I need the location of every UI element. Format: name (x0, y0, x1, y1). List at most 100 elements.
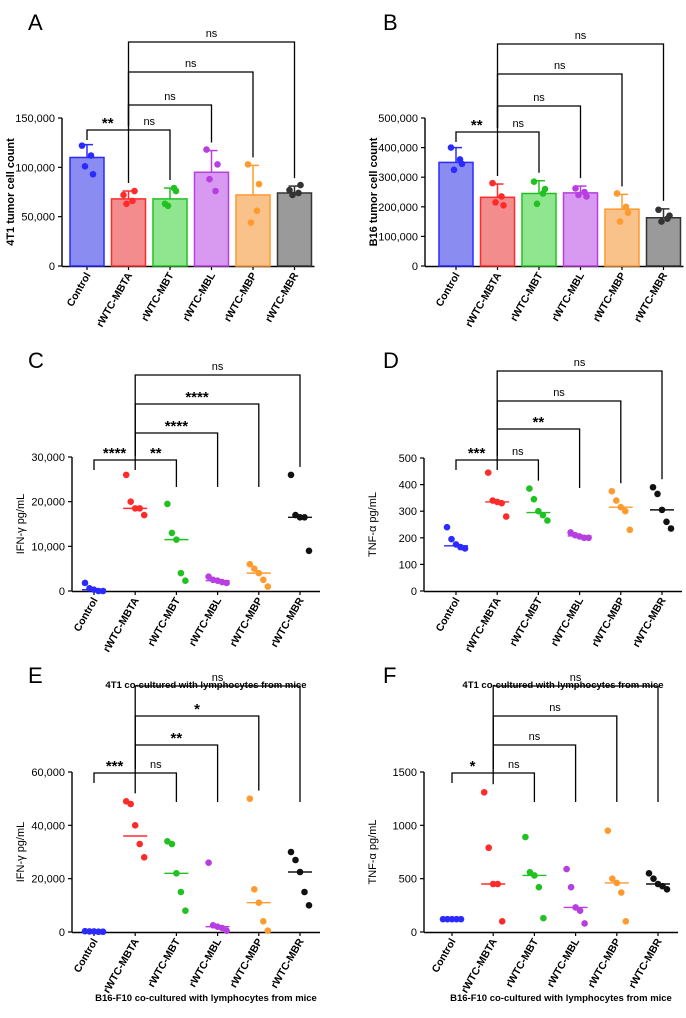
data-point (572, 185, 579, 192)
data-point (127, 498, 134, 505)
data-point (247, 219, 255, 226)
significance-bracket (451, 772, 494, 785)
x-tick-label: Control (434, 270, 463, 308)
data-point (244, 161, 252, 168)
x-tick-label: rWTC-MBL (549, 595, 587, 648)
bar (69, 156, 105, 267)
data-point (140, 511, 148, 519)
data-point (480, 788, 488, 796)
data-point (539, 511, 547, 519)
data-point (654, 490, 661, 498)
significance-bracket (127, 126, 171, 181)
data-point (246, 560, 254, 568)
data-point (305, 902, 313, 909)
data-point (626, 526, 634, 534)
significance-label: **** (103, 445, 127, 462)
x-tick-label: rWTC-MBP (228, 596, 266, 649)
significance-bracket (134, 456, 178, 487)
data-point (581, 920, 588, 927)
data-point (498, 193, 505, 200)
data-point (458, 160, 466, 168)
data-point (287, 471, 295, 479)
data-point (123, 200, 130, 208)
significance-label: ** (533, 414, 545, 431)
significance-label: ** (150, 445, 162, 462)
data-point (645, 870, 653, 877)
data-point (205, 859, 212, 866)
panel-letter: A (28, 10, 43, 35)
significance-bracket (455, 459, 498, 470)
y-tick-label: 0 (49, 261, 55, 273)
data-point (81, 579, 89, 587)
significance-label: ns (150, 759, 162, 771)
data-point (649, 483, 657, 491)
x-tick-label: rWTC-MBT (145, 595, 183, 648)
data-point (301, 888, 308, 896)
data-point (450, 166, 458, 174)
significance-bracket (496, 128, 540, 173)
data-point (448, 535, 455, 543)
significance-label: ns (143, 116, 155, 128)
data-point (663, 886, 671, 893)
bar (562, 192, 599, 267)
panel-letter: E (28, 663, 43, 688)
data-point (498, 918, 506, 925)
data-point (535, 883, 543, 891)
data-point (622, 918, 630, 925)
data-point (177, 888, 185, 896)
data-point (500, 202, 507, 209)
y-tick-label: 0 (411, 927, 417, 939)
significance-bracket (492, 769, 536, 802)
data-point (289, 191, 296, 199)
data-point (498, 499, 506, 507)
panel-a: A 0 50,000 100,000 150,000 4T1 tumor cell cou… (5, 10, 315, 329)
data-point (616, 218, 624, 225)
data-point (447, 144, 455, 151)
x-tick-label: rWTC-MBR (263, 270, 301, 324)
data-point (604, 827, 612, 834)
x-tick-label: rWTC-MBL (545, 936, 583, 989)
y-axis-label: B16 tumor cell count (368, 137, 380, 246)
data-point (485, 844, 493, 852)
panel-f: F 0 500 1000 1500 TNF-α pg/mL Control rWTC-MBTA… (367, 663, 678, 1004)
y-tick-label: 200 (399, 533, 417, 545)
x-tick-label: rWTC-MBL (550, 270, 588, 323)
significance-bracket (496, 400, 622, 484)
x-tick-label: rWTC-MBR (269, 936, 307, 990)
significance-label: **** (185, 389, 209, 406)
x-tick-label: rWTC-MBR (631, 595, 669, 649)
x-tick-label: Control (65, 270, 94, 308)
significance-label: ** (102, 115, 114, 132)
data-point (544, 517, 551, 524)
significance-label: ns (212, 361, 224, 373)
data-point (583, 193, 590, 200)
data-point (177, 569, 185, 577)
data-point (182, 907, 189, 914)
data-point (655, 206, 662, 214)
x-tick-label: rWTC-MBTA (463, 270, 504, 329)
panel-letter: C (28, 348, 44, 373)
y-tick-label: 30,000 (31, 452, 65, 464)
data-point (122, 471, 130, 479)
significance-bracket (86, 129, 130, 184)
x-tick-label: rWTC-MBL (181, 270, 219, 323)
significance-bracket (134, 769, 178, 802)
x-tick-label: rWTC-MBP (228, 937, 266, 990)
y-tick-label: 20,000 (31, 497, 65, 509)
y-tick-label: 50,000 (21, 212, 55, 224)
bar (604, 208, 640, 267)
panel-b: B 0 100,000 200,000 300,000 400,000 500,000 B16… (368, 10, 684, 329)
significance-bracket (127, 41, 296, 179)
y-tick-label: 300 (399, 506, 417, 518)
significance-label: ns (185, 58, 197, 70)
x-tick-label: rWTC-MBL (187, 936, 225, 989)
y-tick-label: 150,000 (15, 113, 55, 125)
y-tick-label: 100,000 (15, 162, 55, 174)
data-point (131, 187, 138, 195)
data-point (164, 500, 171, 508)
panel-letter: F (383, 663, 396, 688)
significance-bracket (93, 772, 136, 794)
data-point (292, 856, 299, 864)
